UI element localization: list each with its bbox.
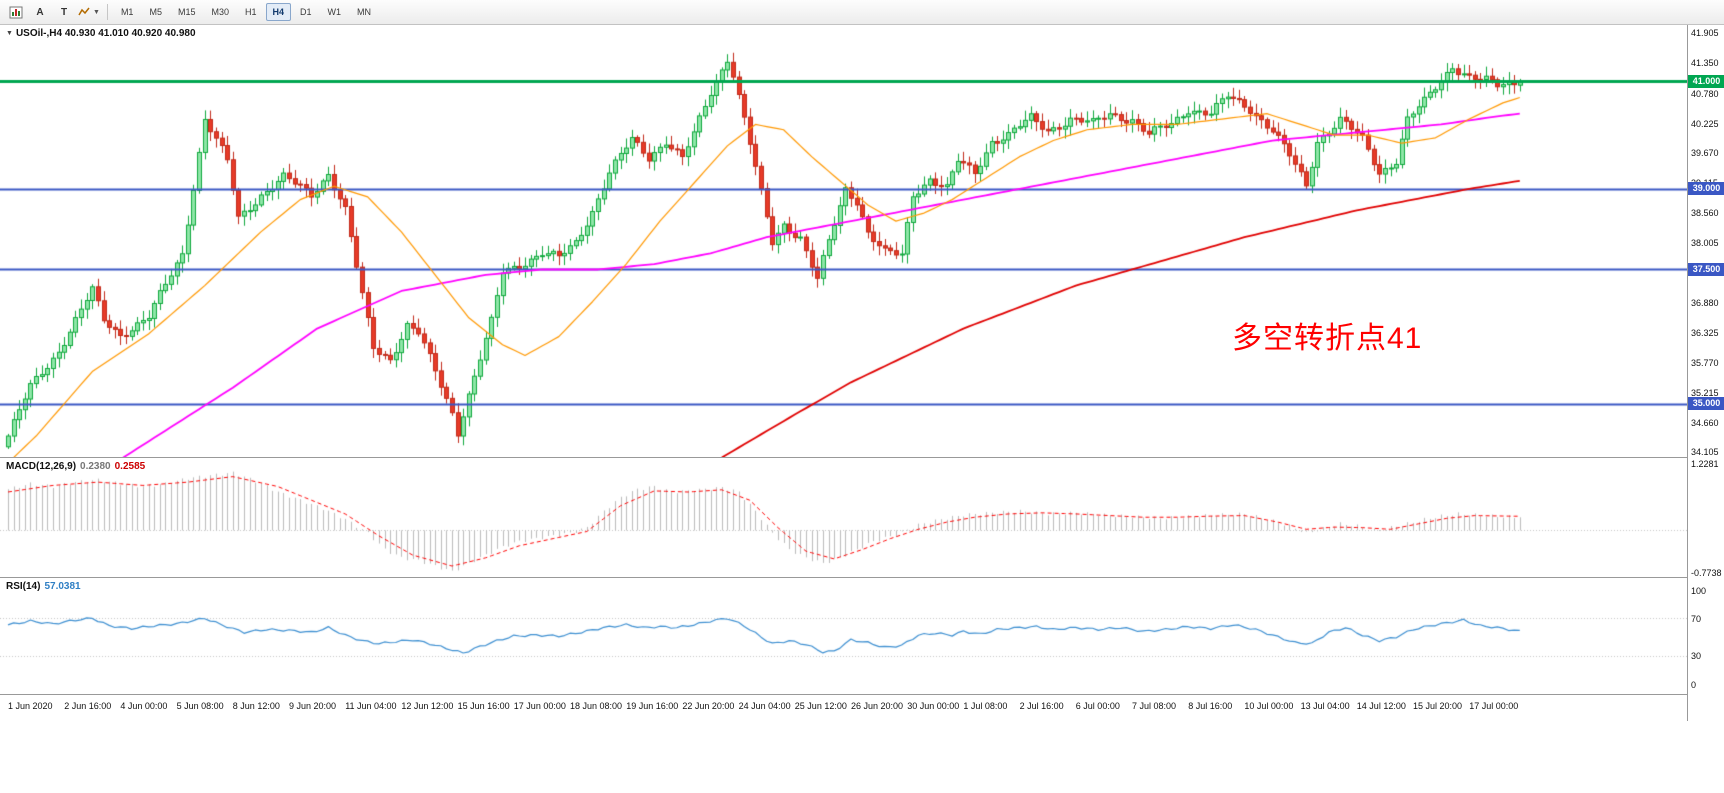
time-tick-label: 30 Jun 00:00	[907, 701, 960, 711]
macd-title: MACD(12,26,9) 0.2380 0.2585	[6, 461, 145, 472]
timeframe-m5[interactable]: M5	[149, 7, 162, 17]
macd-main-value: 0.2380	[80, 461, 111, 472]
timeframe-m1[interactable]: M1	[120, 7, 134, 17]
price-level-badge: 41.000	[1688, 74, 1724, 88]
rsi-axis-label: 0	[1691, 679, 1697, 690]
macd-panel: MACD(12,26,9) 0.2380 0.2585	[0, 458, 1687, 578]
time-tick-label: 25 Jun 12:00	[794, 701, 847, 711]
price-tick-label: 38.005	[1691, 237, 1719, 248]
time-tick-label: 22 Jun 20:00	[682, 701, 735, 711]
toolbar-separator	[106, 4, 108, 20]
price-tick-label: 34.660	[1691, 417, 1719, 428]
rsi-axis-label: 100	[1691, 585, 1707, 596]
price-tick-label: 35.770	[1691, 357, 1719, 368]
time-tick-label: 8 Jul 16:00	[1188, 701, 1233, 711]
draw-tool-button[interactable]: ▼	[77, 2, 101, 23]
chart-title: ▼ USOil-,H4 40.930 41.010 40.920 40.980	[6, 28, 196, 39]
price-tick-label: 40.225	[1691, 118, 1719, 129]
time-tick-label: 13 Jul 04:00	[1300, 701, 1350, 711]
timeframe-m30[interactable]: M30	[211, 7, 229, 17]
ohlc-values: 40.930 41.010 40.920 40.980	[64, 28, 196, 39]
price-tick-label: 38.560	[1691, 208, 1719, 219]
collapse-caret-icon[interactable]: ▼	[6, 30, 13, 37]
macd-axis-label: 1.2281	[1691, 458, 1719, 469]
price-tick-label: 36.880	[1691, 298, 1719, 309]
price-tick-label: 36.325	[1691, 328, 1719, 339]
time-tick-label: 4 Jun 00:00	[120, 701, 168, 711]
timeframe-group: M1 M5 M15 M30 H1 H4 D1 W1 MN	[113, 3, 379, 21]
rsi-axis-label: 70	[1691, 613, 1702, 624]
time-tick-label: 7 Jul 08:00	[1132, 701, 1177, 711]
time-tick-label: 1 Jun 2020	[8, 701, 53, 711]
time-tick-label: 24 Jun 04:00	[738, 701, 791, 711]
time-tick-label: 2 Jul 16:00	[1019, 701, 1064, 711]
price-tick-label: 40.780	[1691, 88, 1719, 99]
price-tick-label: 34.105	[1691, 447, 1719, 458]
timeframe-h4[interactable]: H4	[265, 3, 292, 21]
time-tick-label: 19 Jun 16:00	[626, 701, 679, 711]
time-tick-label: 1 Jul 08:00	[963, 701, 1008, 711]
time-tick-label: 9 Jun 20:00	[289, 701, 337, 711]
macd-axis-label: -0.7738	[1691, 568, 1722, 579]
time-tick-label: 2 Jun 16:00	[64, 701, 112, 711]
price-level-badge: 35.000	[1688, 397, 1724, 411]
time-tick-label: 11 Jun 04:00	[345, 701, 397, 711]
time-tick-label: 14 Jul 12:00	[1356, 701, 1406, 711]
rsi-title: RSI(14) 57.0381	[6, 581, 81, 592]
chart-window-icon[interactable]	[5, 2, 27, 23]
toolbar: A T ▼ M1 M5 M15 M30 H1 H4 D1 W1 MN	[0, 0, 1724, 25]
rsi-axis-label: 30	[1691, 651, 1702, 662]
price-tick-label: 41.350	[1691, 58, 1719, 69]
time-tick-label: 12 Jun 12:00	[401, 701, 454, 711]
main-chart-panel: ▼ USOil-,H4 40.930 41.010 40.920 40.980 多…	[0, 25, 1687, 458]
time-tick-label: 17 Jul 00:00	[1469, 701, 1519, 711]
time-tick-label: 18 Jun 08:00	[570, 701, 623, 711]
price-tick-label: 35.215	[1691, 387, 1719, 398]
symbol-timeframe-label: USOil-,H4	[15, 28, 63, 39]
price-chart-canvas[interactable]	[0, 25, 1687, 457]
time-tick-label: 15 Jul 20:00	[1413, 701, 1463, 711]
template-tool-button[interactable]: T	[60, 6, 68, 18]
timeframe-d1[interactable]: D1	[300, 7, 312, 17]
text-label-tool-button[interactable]: A	[36, 6, 44, 18]
timeframe-w1[interactable]: W1	[327, 7, 342, 17]
rsi-value: 57.0381	[44, 581, 81, 592]
time-tick-label: 26 Jun 20:00	[851, 701, 904, 711]
macd-canvas[interactable]	[0, 458, 1687, 577]
macd-signal-value: 0.2585	[114, 461, 146, 472]
time-tick-label: 6 Jul 00:00	[1075, 701, 1120, 711]
macd-label: MACD(12,26,9)	[6, 461, 77, 472]
timeframe-m15[interactable]: M15	[177, 7, 196, 17]
price-tick-label: 39.670	[1691, 148, 1719, 159]
time-tick-label: 17 Jun 00:00	[513, 701, 566, 711]
price-level-badge: 37.500	[1688, 262, 1724, 276]
time-tick-label: 5 Jun 08:00	[176, 701, 224, 711]
rsi-label: RSI(14)	[6, 581, 41, 592]
time-tick-label: 8 Jun 12:00	[232, 701, 280, 711]
chart-annotation-text: 多空转折点41	[1232, 322, 1423, 355]
price-level-badge: 39.000	[1688, 182, 1724, 196]
price-tick-label: 41.905	[1691, 28, 1719, 39]
timeframe-mn[interactable]: MN	[357, 7, 372, 17]
time-tick-label: 10 Jul 00:00	[1244, 701, 1294, 711]
time-tick-label: 15 Jun 16:00	[457, 701, 510, 711]
price-axis[interactable]: 41.90541.35040.78040.22539.67039.11538.5…	[1687, 25, 1724, 721]
rsi-panel: RSI(14) 57.0381	[0, 578, 1687, 695]
rsi-canvas[interactable]	[0, 578, 1687, 694]
timeframe-h1[interactable]: H1	[245, 7, 257, 17]
chevron-down-icon: ▼	[93, 8, 100, 16]
time-axis[interactable]: 1 Jun 2020 2 Jun 16:00 4 Jun 00:00 5 Jun 08…	[0, 695, 1687, 721]
